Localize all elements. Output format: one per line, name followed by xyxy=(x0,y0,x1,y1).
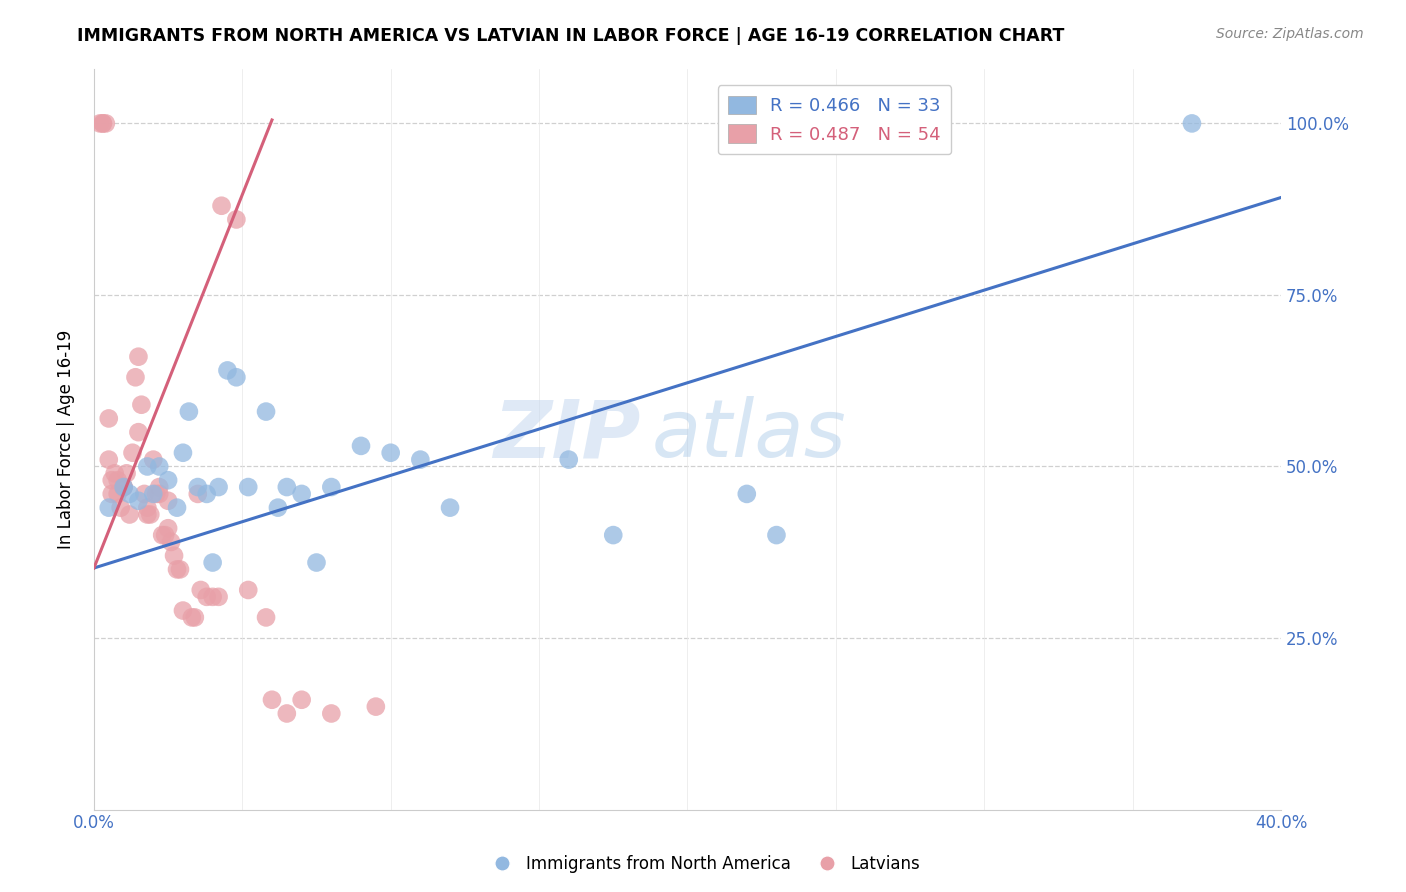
Point xyxy=(267,500,290,515)
Text: IMMIGRANTS FROM NORTH AMERICA VS LATVIAN IN LABOR FORCE | AGE 16-19 CORRELATION : IMMIGRANTS FROM NORTH AMERICA VS LATVIAN… xyxy=(77,27,1064,45)
Point xyxy=(225,212,247,227)
Point xyxy=(172,603,194,617)
Point xyxy=(184,610,207,624)
Point xyxy=(190,582,212,597)
Point xyxy=(131,398,153,412)
Point xyxy=(291,487,314,501)
Point xyxy=(187,487,209,501)
Point xyxy=(150,528,173,542)
Point xyxy=(172,446,194,460)
Point xyxy=(134,487,156,501)
Point xyxy=(89,116,111,130)
Text: Source: ZipAtlas.com: Source: ZipAtlas.com xyxy=(1216,27,1364,41)
Point xyxy=(321,706,343,721)
Point xyxy=(166,562,188,576)
Point xyxy=(97,411,120,425)
Point xyxy=(276,480,298,494)
Point xyxy=(602,528,624,542)
Point xyxy=(112,480,135,494)
Point xyxy=(157,473,180,487)
Point xyxy=(104,467,127,481)
Point xyxy=(91,116,114,130)
Point xyxy=(127,350,149,364)
Point xyxy=(115,467,138,481)
Y-axis label: In Labor Force | Age 16-19: In Labor Force | Age 16-19 xyxy=(58,329,75,549)
Point xyxy=(291,692,314,706)
Point xyxy=(169,562,191,576)
Point xyxy=(321,480,343,494)
Point xyxy=(136,459,159,474)
Point xyxy=(142,452,165,467)
Point xyxy=(127,425,149,439)
Point xyxy=(207,480,229,494)
Text: atlas: atlas xyxy=(652,396,846,475)
Point xyxy=(238,480,260,494)
Point xyxy=(260,692,283,706)
Point xyxy=(136,508,159,522)
Point xyxy=(100,487,122,501)
Point xyxy=(409,452,432,467)
Point xyxy=(238,582,260,597)
Point xyxy=(350,439,373,453)
Point xyxy=(112,480,135,494)
Point xyxy=(136,500,159,515)
Point xyxy=(187,480,209,494)
Point xyxy=(112,480,135,494)
Point xyxy=(180,610,202,624)
Point xyxy=(124,370,146,384)
Point xyxy=(1181,116,1204,130)
Point xyxy=(97,500,120,515)
Point xyxy=(177,404,200,418)
Point xyxy=(91,116,114,130)
Point xyxy=(217,363,239,377)
Point xyxy=(148,487,170,501)
Point xyxy=(139,508,162,522)
Point xyxy=(207,590,229,604)
Point xyxy=(157,493,180,508)
Point xyxy=(254,610,277,624)
Point xyxy=(364,699,387,714)
Point xyxy=(107,473,129,487)
Point xyxy=(276,706,298,721)
Point xyxy=(163,549,186,563)
Point xyxy=(157,521,180,535)
Point xyxy=(94,116,117,130)
Point xyxy=(195,487,218,501)
Point xyxy=(166,500,188,515)
Point xyxy=(305,556,328,570)
Point xyxy=(145,487,167,501)
Legend: R = 0.466   N = 33, R = 0.487   N = 54: R = 0.466 N = 33, R = 0.487 N = 54 xyxy=(717,85,952,154)
Point xyxy=(160,535,183,549)
Point xyxy=(153,528,176,542)
Point xyxy=(107,487,129,501)
Point xyxy=(127,493,149,508)
Point xyxy=(211,199,233,213)
Point xyxy=(148,459,170,474)
Point xyxy=(225,370,247,384)
Point xyxy=(201,590,224,604)
Point xyxy=(201,556,224,570)
Point xyxy=(558,452,581,467)
Point xyxy=(142,487,165,501)
Point xyxy=(121,446,143,460)
Text: ZIP: ZIP xyxy=(492,396,640,475)
Point xyxy=(254,404,277,418)
Point xyxy=(97,452,120,467)
Legend: Immigrants from North America, Latvians: Immigrants from North America, Latvians xyxy=(479,848,927,880)
Point xyxy=(100,473,122,487)
Point xyxy=(735,487,758,501)
Point xyxy=(110,500,132,515)
Point xyxy=(439,500,461,515)
Point xyxy=(195,590,218,604)
Point xyxy=(148,480,170,494)
Point xyxy=(118,508,141,522)
Point xyxy=(765,528,787,542)
Point xyxy=(118,487,141,501)
Point xyxy=(380,446,402,460)
